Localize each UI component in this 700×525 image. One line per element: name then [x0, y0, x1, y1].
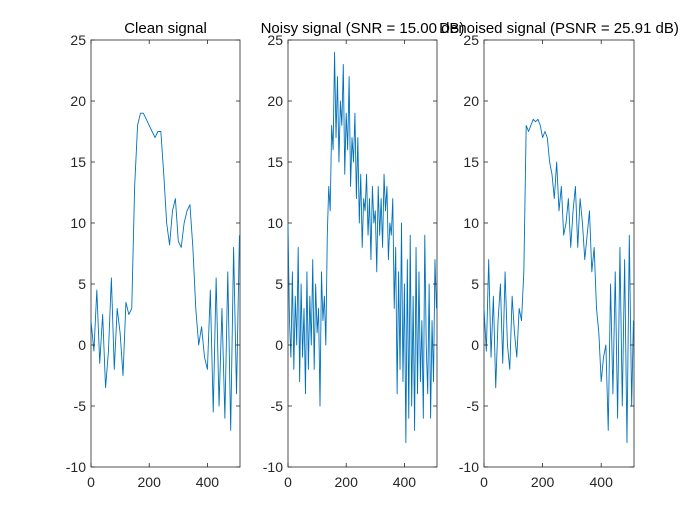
x-tick-label: 0 [480, 474, 488, 490]
chart-title: Denoised signal (PSNR = 25.91 dB) [439, 20, 679, 37]
signal-line [90, 112, 240, 431]
y-tick-label: -5 [74, 398, 87, 414]
y-tick-label: -10 [66, 459, 86, 475]
y-tick-label: 0 [471, 337, 479, 353]
y-tick-label: -10 [263, 459, 283, 475]
y-tick-label: 10 [463, 215, 479, 231]
y-tick-label: 15 [463, 154, 479, 170]
x-tick-label: 400 [196, 474, 220, 490]
x-tick-label: 200 [531, 474, 555, 490]
chart-title: Noisy signal (SNR = 15.00 dB) [261, 20, 465, 37]
y-tick-label: 10 [267, 215, 283, 231]
y-tick-label: 10 [70, 215, 86, 231]
y-tick-label: 5 [275, 276, 283, 292]
plot-area [483, 39, 635, 468]
x-tick-label: 400 [590, 474, 614, 490]
y-tick-label: 20 [70, 93, 86, 109]
y-tick-label: 15 [267, 154, 283, 170]
y-tick-label: 25 [463, 32, 479, 48]
y-tick-label: 25 [70, 32, 86, 48]
chart-title: Clean signal [124, 20, 207, 37]
y-tick-label: -5 [271, 398, 284, 414]
y-tick-label: 15 [70, 154, 86, 170]
x-tick-label: 0 [87, 474, 95, 490]
plot-area [90, 39, 241, 468]
x-tick-label: 200 [138, 474, 162, 490]
y-tick-label: 20 [267, 93, 283, 109]
x-tick-label: 200 [335, 474, 359, 490]
y-tick-label: 5 [471, 276, 479, 292]
y-tick-label: 5 [78, 276, 86, 292]
chart-panel-1: 0 200 400 -10 -5 0 5 10 15 20 25 Clean signal [66, 20, 241, 490]
y-tick-label: 25 [267, 32, 283, 48]
x-tick-label: 400 [393, 474, 417, 490]
signal-line [483, 118, 634, 444]
y-tick-label: -5 [467, 398, 480, 414]
y-tick-label: 0 [275, 337, 283, 353]
y-tick-label: 20 [463, 93, 479, 109]
y-tick-label: -10 [459, 459, 479, 475]
y-tick-label: 0 [78, 337, 86, 353]
signal-line [287, 51, 437, 444]
x-tick-label: 0 [284, 474, 292, 490]
